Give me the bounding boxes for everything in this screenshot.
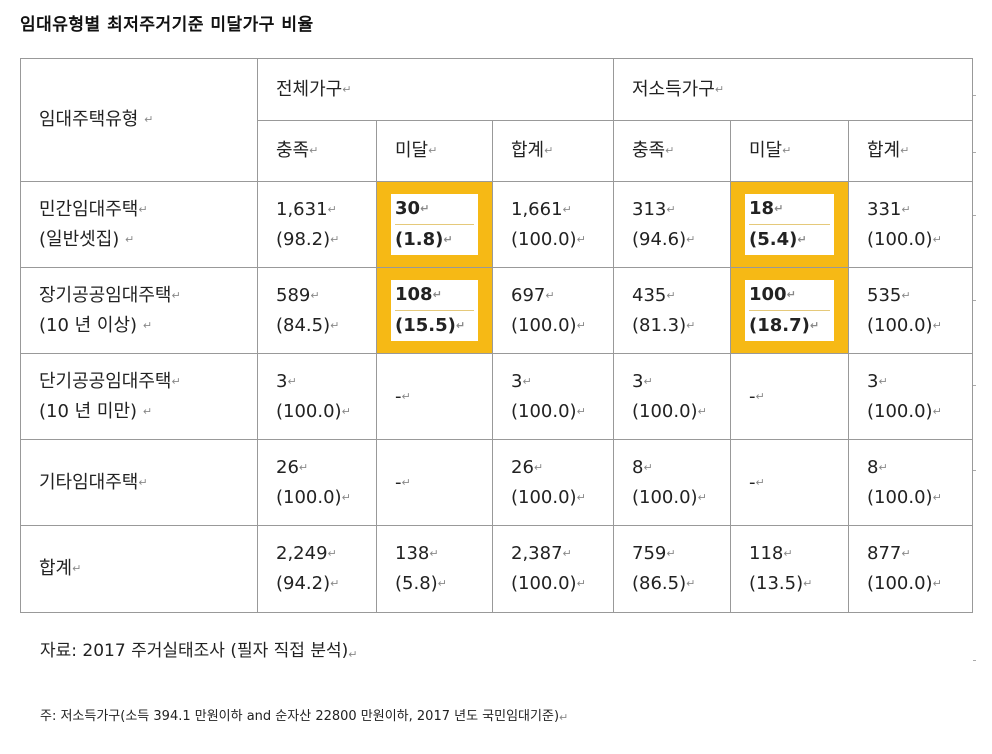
group-header-all: 전체가구↵ — [257, 58, 614, 121]
value-cell: 331↵ (100.0)↵ — [848, 181, 973, 268]
highlighted-value-cell: 30↵ (1.8)↵ — [376, 181, 493, 268]
highlighted-value-cell: 18↵ (5.4)↵ — [730, 181, 849, 268]
margin-mark — [973, 152, 976, 153]
table-row: 합계↵ 2,249↵ (94.2)↵ 138↵ (5.8)↵ 2,387↵ (100.0)↵… — [20, 525, 973, 613]
subheader-cell: 합계↵ — [492, 120, 614, 182]
margin-mark — [973, 385, 976, 386]
value-cell: -↵ — [730, 353, 849, 440]
value-cell: 3↵ (100.0)↵ — [613, 353, 731, 440]
group-header-lowincome: 저소득가구↵ — [613, 58, 973, 121]
rental-type-cell: 장기공공임대주택↵ (10 년 이상) ↵ — [20, 267, 258, 354]
margin-mark — [973, 660, 976, 661]
rental-type-cell: 기타임대주택↵ — [20, 439, 258, 526]
table-row: 단기공공임대주택↵ (10 년 미만) ↵ 3↵ (100.0)↵ -↵ 3↵ (100.0… — [20, 353, 973, 440]
value-cell: 8↵ (100.0)↵ — [613, 439, 731, 526]
margin-mark — [973, 470, 976, 471]
value-cell: -↵ — [376, 439, 493, 526]
highlighted-value-cell: 108↵ (15.5)↵ — [376, 267, 493, 354]
value-cell: 26↵ (100.0)↵ — [492, 439, 614, 526]
table-row: 민간임대주택↵ (일반셋집) ↵ 1,631↵ (98.2)↵ 30↵ (1.8)↵ 1,6… — [20, 181, 973, 268]
rental-type-table: 임대주택유형 ↵ 전체가구↵ 저소득가구↵ 충족↵ 미달↵ 합계↵ 충족↵ 미달… — [20, 58, 973, 613]
source-note: 자료: 2017 주거실태조사 (필자 직접 분석)↵ — [40, 641, 358, 661]
margin-mark — [973, 215, 976, 216]
rental-type-cell: 합계↵ — [20, 525, 258, 613]
document-title: 임대유형별 최저주거기준 미달가구 비율 — [20, 15, 314, 35]
table-row: 기타임대주택↵ 26↵ (100.0)↵ -↵ 26↵ (100.0)↵ 8↵ (100.0)… — [20, 439, 973, 526]
subheader-cell: 미달↵ — [730, 120, 849, 182]
rental-type-cell: 민간임대주택↵ (일반셋집) ↵ — [20, 181, 258, 268]
value-cell: 1,661↵ (100.0)↵ — [492, 181, 614, 268]
value-cell: 313↵ (94.6)↵ — [613, 181, 731, 268]
value-cell: 435↵ (81.3)↵ — [613, 267, 731, 354]
value-cell: 138↵ (5.8)↵ — [376, 525, 493, 613]
subheader-cell: 합계↵ — [848, 120, 973, 182]
value-cell: 26↵ (100.0)↵ — [257, 439, 377, 526]
value-cell: 3↵ (100.0)↵ — [492, 353, 614, 440]
subheader-cell: 충족↵ — [257, 120, 377, 182]
footnote: 주: 저소득가구(소득 394.1 만원이하 and 순자산 22800 만원이… — [40, 709, 569, 724]
value-cell: 118↵ (13.5)↵ — [730, 525, 849, 613]
value-cell: 1,631↵ (98.2)↵ — [257, 181, 377, 268]
subheader-cell: 미달↵ — [376, 120, 493, 182]
value-cell: 877↵ (100.0)↵ — [848, 525, 973, 613]
value-cell: -↵ — [730, 439, 849, 526]
highlighted-value-cell: 100↵ (18.7)↵ — [730, 267, 849, 354]
rental-type-cell: 단기공공임대주택↵ (10 년 미만) ↵ — [20, 353, 258, 440]
margin-mark — [973, 300, 976, 301]
value-cell: 589↵ (84.5)↵ — [257, 267, 377, 354]
value-cell: 697↵ (100.0)↵ — [492, 267, 614, 354]
value-cell: -↵ — [376, 353, 493, 440]
table-row: 장기공공임대주택↵ (10 년 이상) ↵ 589↵ (84.5)↵ 108↵ (15.5… — [20, 267, 973, 354]
value-cell: 2,387↵ (100.0)↵ — [492, 525, 614, 613]
value-cell: 3↵ (100.0)↵ — [257, 353, 377, 440]
margin-mark — [973, 95, 976, 96]
value-cell: 759↵ (86.5)↵ — [613, 525, 731, 613]
row-header-cell: 임대주택유형 ↵ — [20, 58, 258, 182]
value-cell: 3↵ (100.0)↵ — [848, 353, 973, 440]
value-cell: 2,249↵ (94.2)↵ — [257, 525, 377, 613]
value-cell: 535↵ (100.0)↵ — [848, 267, 973, 354]
subheader-cell: 충족↵ — [613, 120, 731, 182]
value-cell: 8↵ (100.0)↵ — [848, 439, 973, 526]
